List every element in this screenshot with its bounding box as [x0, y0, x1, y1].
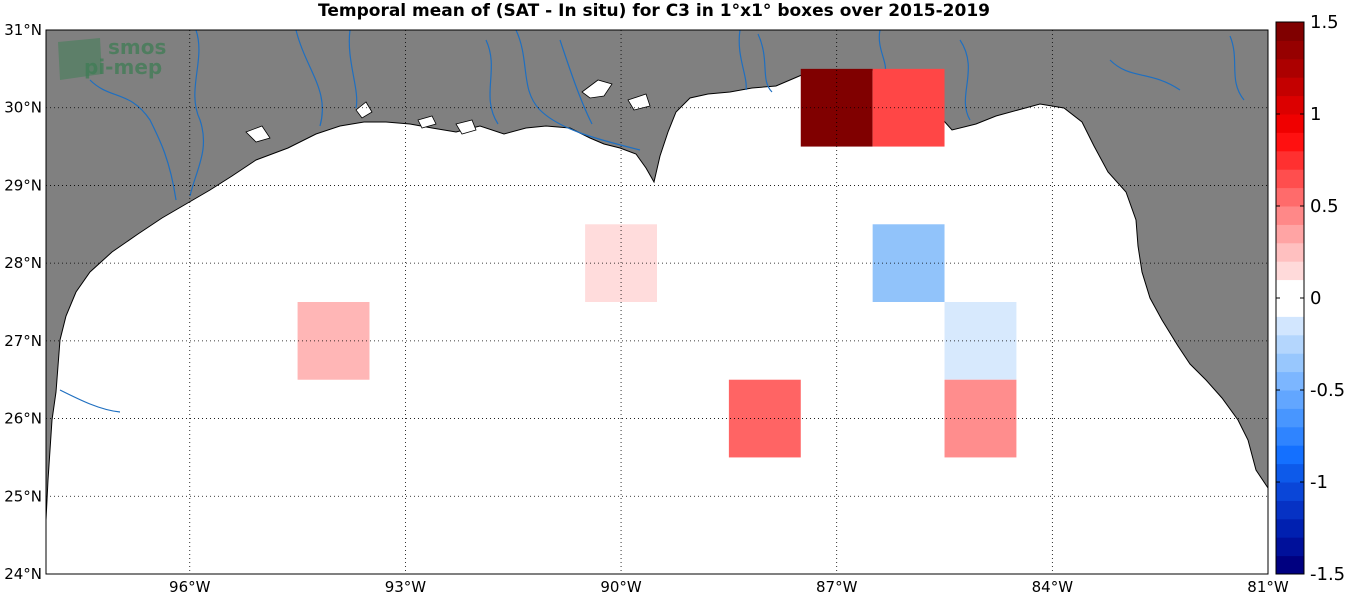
colorbar-segment-3: [1276, 500, 1304, 520]
lat-label-7: 24°N: [4, 565, 42, 583]
colorbar-segment-4: [1276, 482, 1304, 501]
colorbar-segment-24: [1276, 114, 1304, 133]
colorbar-segment-14: [1276, 298, 1304, 317]
lon-label-0: 96°W: [169, 578, 211, 595]
map-title: Temporal mean of (SAT - In situ) for C3 …: [318, 1, 990, 21]
colorbar-segment-27: [1276, 58, 1304, 78]
lon-label-2: 90°W: [600, 578, 642, 595]
colorbar-segment-25: [1276, 95, 1304, 115]
colorbar-segment-15: [1276, 279, 1304, 299]
colorbar-segment-6: [1276, 445, 1304, 465]
colorbar: 1.5 1 0.5 0 -0.5 -1 -1.5: [1275, 12, 1345, 585]
lat-label-5: 26°N: [4, 410, 42, 428]
lat-label-0: 31°N: [4, 21, 42, 39]
colorbar-segment-12: [1276, 334, 1304, 354]
logo-line2: pi-mep: [84, 55, 162, 79]
logo-line1: smos: [108, 35, 166, 59]
colorbar-segment-22: [1276, 150, 1304, 170]
colorbar-label-4: -0.5: [1310, 380, 1345, 401]
colorbar-segment-26: [1276, 77, 1304, 97]
colorbar-segment-18: [1276, 224, 1304, 244]
data-box-6: [728, 379, 801, 458]
colorbar-label-6: -1.5: [1310, 564, 1345, 585]
colorbar-segment-5: [1276, 463, 1304, 483]
colorbar-label-3: 0: [1310, 288, 1321, 309]
colorbar-segment-0: [1276, 555, 1304, 575]
colorbar-segment-8: [1276, 408, 1304, 428]
data-box-5: [944, 302, 1017, 380]
colorbar-segment-29: [1276, 22, 1304, 41]
map-frame: [45, 29, 1269, 575]
lon-label-5: 81°W: [1247, 578, 1289, 595]
logo-mark-icon: [58, 38, 102, 80]
data-box-1: [872, 68, 945, 147]
colorbar-segment-28: [1276, 40, 1304, 60]
map-panel: [45, 29, 1269, 575]
lon-label-4: 84°W: [1032, 578, 1074, 595]
colorbar-label-2: 0.5: [1310, 196, 1339, 217]
colorbar-segment-16: [1276, 261, 1304, 281]
colorbar-label-5: -1: [1310, 472, 1328, 493]
data-box-3: [872, 224, 945, 302]
lat-label-4: 27°N: [4, 332, 42, 350]
colorbar-label-1: 1: [1310, 104, 1321, 125]
colorbar-segment-13: [1276, 316, 1304, 336]
lakes: [245, 79, 651, 143]
lat-label-3: 28°N: [4, 254, 42, 272]
data-box-0: [800, 68, 873, 147]
colorbar-segment-7: [1276, 426, 1304, 446]
data-box-7: [944, 379, 1017, 458]
lon-label-3: 87°W: [816, 578, 858, 595]
longitude-labels: 96°W 93°W 90°W 87°W 84°W 81°W: [169, 578, 1289, 595]
data-boxes: [297, 68, 1017, 458]
colorbar-label-0: 1.5: [1310, 12, 1339, 33]
latitude-labels: 31°N 30°N 29°N 28°N 27°N 26°N 25°N 24°N: [4, 21, 42, 583]
lat-label-2: 29°N: [4, 176, 42, 194]
colorbar-segment-10: [1276, 371, 1304, 391]
data-box-2: [585, 224, 657, 302]
colorbar-segment-9: [1276, 390, 1304, 409]
lat-label-6: 25°N: [4, 487, 42, 505]
colorbar-ticks: 1.5 1 0.5 0 -0.5 -1 -1.5: [1276, 12, 1345, 585]
smos-pi-mep-logo: smos pi-mep: [58, 35, 166, 80]
colorbar-segment-21: [1276, 169, 1304, 189]
colorbar-segment-11: [1276, 353, 1304, 373]
lat-label-1: 30°N: [4, 99, 42, 117]
colorbar-segment-17: [1276, 242, 1304, 262]
data-box-4: [297, 302, 370, 380]
land-mass: [45, 29, 1269, 521]
lon-label-1: 93°W: [385, 578, 427, 595]
colorbar-segment-23: [1276, 132, 1304, 152]
colorbar-segment-19: [1276, 206, 1304, 225]
colorbar-segments: [1276, 22, 1304, 575]
colorbar-segment-1: [1276, 537, 1304, 557]
colorbar-segment-20: [1276, 187, 1304, 207]
colorbar-segment-2: [1276, 518, 1304, 538]
